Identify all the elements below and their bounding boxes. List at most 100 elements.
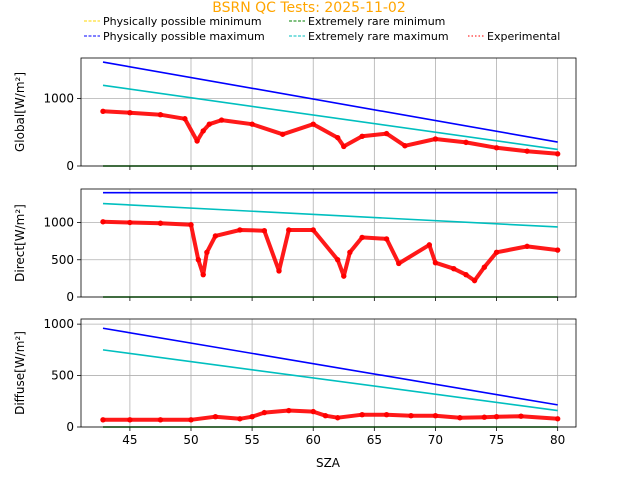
- experimental-point: [432, 260, 439, 266]
- panel-1: 0 500 1000 Direct[W/m²]: [13, 188, 577, 304]
- experimental-point: [524, 243, 530, 250]
- panel-2: 45 50 55 60 65 70 75 80 0 500 1000 Diffuse[W/m²]: [13, 317, 577, 447]
- chart-legend: Physically possible minimum Extremely rar…: [84, 15, 560, 43]
- experimental-point: [408, 412, 414, 419]
- experimental-point: [383, 236, 390, 242]
- experimental-point: [204, 249, 210, 256]
- experimental-point: [279, 131, 286, 137]
- y-tick-label: 1000: [43, 317, 74, 331]
- experimental-point: [194, 138, 200, 144]
- experimental-point: [127, 417, 133, 423]
- experimental-point: [359, 133, 365, 139]
- experimental-point: [276, 268, 282, 274]
- rare-max-line-0: [102, 84, 558, 151]
- experimental-point: [554, 247, 561, 253]
- x-tick-label: 50: [183, 433, 198, 447]
- experimental-point: [127, 219, 133, 226]
- experimental-point: [347, 249, 353, 256]
- experimental-point: [396, 260, 402, 267]
- legend-label-0: Physically possible minimum: [103, 15, 262, 28]
- x-tick-label: 60: [306, 433, 321, 447]
- legend-label-4: Experimental: [487, 30, 560, 43]
- experimental-point: [200, 271, 206, 278]
- experimental-point: [195, 257, 202, 263]
- experimental-point: [322, 412, 329, 419]
- x-tick-label: 80: [550, 433, 565, 447]
- experimental-point: [218, 117, 225, 123]
- phys-max-line-2: [102, 327, 558, 406]
- panel-frame-2: [80, 318, 577, 428]
- panel-0: 0 1000 Global[W/m²]: [13, 57, 577, 173]
- legend-label-3: Extremely rare maximum: [308, 30, 449, 43]
- y-tick-label: 1000: [43, 92, 74, 106]
- y-tick-label: 500: [51, 369, 74, 383]
- y-tick-label: 0: [66, 159, 74, 173]
- experimental-point: [457, 415, 463, 421]
- y-axis-label-1: Direct[W/m²]: [13, 204, 27, 282]
- rare-max-line-2: [102, 349, 558, 412]
- experimental-point: [310, 408, 316, 415]
- experimental-point: [554, 151, 561, 157]
- experimental-point: [493, 414, 500, 420]
- experimental-point: [237, 227, 243, 233]
- experimental-point: [334, 257, 341, 263]
- experimental-point: [493, 249, 500, 256]
- experimental-point: [493, 145, 500, 151]
- x-axis-label: SZA: [316, 456, 341, 470]
- panel-frame-0: [80, 57, 577, 167]
- experimental-point: [402, 143, 408, 149]
- experimental-point: [100, 219, 106, 225]
- experimental-point: [100, 417, 106, 423]
- experimental-point: [310, 227, 316, 233]
- y-axis-label-0: Global[W/m²]: [13, 72, 27, 152]
- experimental-point: [310, 121, 316, 127]
- experimental-point: [100, 108, 106, 115]
- y-tick-label: 0: [66, 420, 74, 434]
- experimental-point: [426, 242, 433, 248]
- experimental-point: [359, 411, 365, 418]
- experimental-point: [341, 273, 347, 279]
- experimental-point: [157, 417, 164, 423]
- experimental-series-1: [101, 219, 560, 283]
- experimental-point: [518, 413, 524, 419]
- experimental-point: [157, 112, 164, 118]
- x-tick-label: 75: [489, 433, 504, 447]
- y-tick-label: 0: [66, 290, 74, 304]
- experimental-point: [481, 264, 488, 270]
- y-tick-label: 1000: [43, 216, 74, 230]
- experimental-point: [463, 139, 469, 146]
- experimental-point: [383, 411, 390, 418]
- experimental-point: [334, 134, 341, 141]
- experimental-point: [463, 271, 469, 278]
- y-tick-label: 500: [51, 253, 74, 267]
- phys-max-line-0: [102, 61, 558, 143]
- experimental-point: [451, 265, 457, 272]
- experimental-series-2: [101, 408, 560, 422]
- experimental-point: [286, 407, 292, 414]
- experimental-point: [261, 409, 268, 416]
- rare-max-line-1: [102, 202, 558, 228]
- experimental-point: [334, 415, 341, 421]
- x-tick-label: 65: [367, 433, 382, 447]
- x-tick-label: 70: [428, 433, 443, 447]
- experimental-point: [212, 233, 219, 239]
- experimental-point: [188, 417, 194, 423]
- experimental-point: [383, 130, 390, 137]
- x-tick-label: 45: [122, 433, 137, 447]
- experimental-point: [524, 148, 530, 154]
- legend-label-1: Extremely rare minimum: [308, 15, 445, 28]
- experimental-point: [554, 416, 561, 422]
- experimental-point: [249, 121, 255, 127]
- legend-label-2: Physically possible maximum: [103, 30, 265, 43]
- experimental-point: [157, 220, 164, 226]
- experimental-point: [286, 227, 292, 233]
- experimental-point: [237, 416, 243, 422]
- experimental-point: [471, 277, 478, 284]
- experimental-point: [182, 116, 188, 122]
- experimental-point: [432, 136, 439, 142]
- chart-title: BSRN QC Tests: 2025-11-02: [212, 0, 406, 16]
- experimental-point: [200, 128, 206, 134]
- experimental-point: [481, 414, 488, 420]
